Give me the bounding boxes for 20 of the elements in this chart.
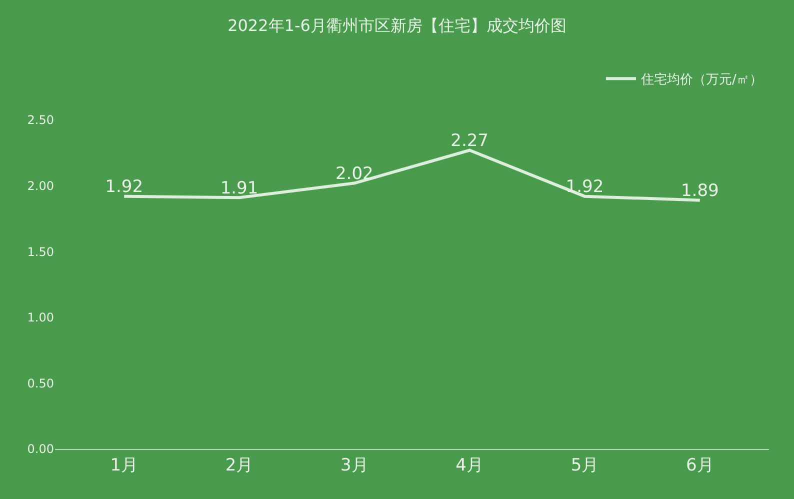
x-tick-label: 1月 (110, 455, 138, 476)
y-tick-label: 0.00 (27, 442, 54, 456)
x-tick-label: 4月 (456, 455, 484, 476)
data-label: 1.91 (220, 178, 258, 198)
y-tick-label: 1.00 (27, 310, 54, 325)
data-label: 1.92 (105, 177, 144, 198)
y-tick-label: 2.50 (27, 113, 54, 128)
data-label: 1.89 (680, 181, 719, 202)
chart-title: 2022年1-6月衢州市区新房【住宅】成交均价图 (228, 16, 566, 36)
y-tick-label: 0.50 (27, 376, 54, 390)
y-tick-label: 1.50 (27, 244, 54, 259)
data-label: 2.02 (335, 164, 374, 184)
x-tick-label: 3月 (340, 455, 368, 476)
legend-label: 住宅均价（万元/㎡） (640, 72, 762, 88)
y-tick-label: 2.00 (27, 179, 54, 193)
x-tick-label: 6月 (686, 455, 714, 476)
data-label: 2.27 (450, 131, 489, 152)
data-label: 1.92 (566, 177, 604, 198)
x-tick-label: 2月 (225, 455, 254, 476)
x-tick-label: 5月 (570, 455, 599, 476)
